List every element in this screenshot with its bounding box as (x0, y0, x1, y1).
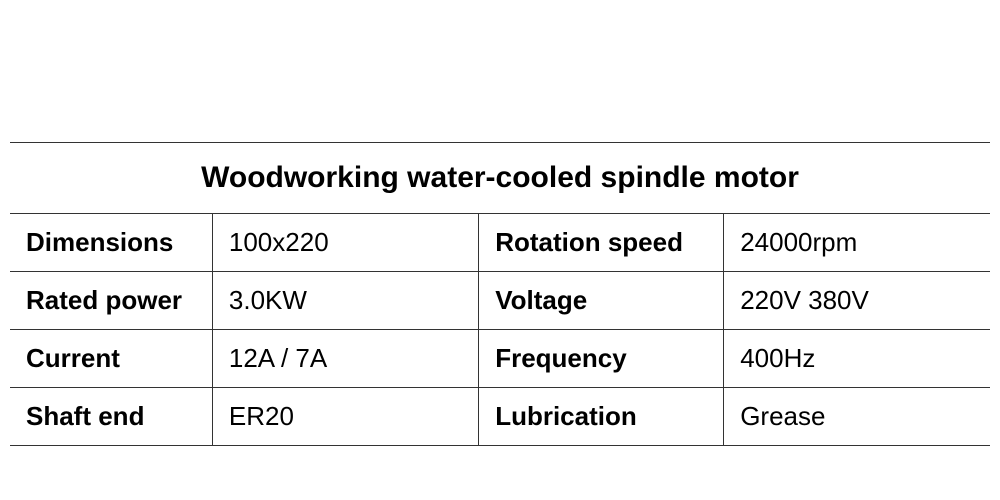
label-current: Current (10, 329, 212, 387)
label-dimensions: Dimensions (10, 213, 212, 271)
table-row: Current 12A / 7A Frequency 400Hz (10, 329, 990, 387)
label-rated-power: Rated power (10, 271, 212, 329)
label-rotation-speed: Rotation speed (479, 213, 724, 271)
label-shaft-end: Shaft end (10, 387, 212, 445)
value-frequency: 400Hz (724, 329, 990, 387)
table-title: Woodworking water-cooled spindle motor (10, 142, 990, 213)
value-voltage: 220V 380V (724, 271, 990, 329)
value-rotation-speed: 24000rpm (724, 213, 990, 271)
table-row: Dimensions 100x220 Rotation speed 24000r… (10, 213, 990, 271)
value-shaft-end: ER20 (212, 387, 478, 445)
value-current: 12A / 7A (212, 329, 478, 387)
table-row: Shaft end ER20 Lubrication Grease (10, 387, 990, 445)
spec-table: Woodworking water-cooled spindle motor D… (10, 84, 990, 446)
table-row: Rated power 3.0KW Voltage 220V 380V (10, 271, 990, 329)
value-rated-power: 3.0KW (212, 271, 478, 329)
value-dimensions: 100x220 (212, 213, 478, 271)
label-voltage: Voltage (479, 271, 724, 329)
label-frequency: Frequency (479, 329, 724, 387)
label-lubrication: Lubrication (479, 387, 724, 445)
spacer-row (10, 84, 990, 142)
value-lubrication: Grease (724, 387, 990, 445)
